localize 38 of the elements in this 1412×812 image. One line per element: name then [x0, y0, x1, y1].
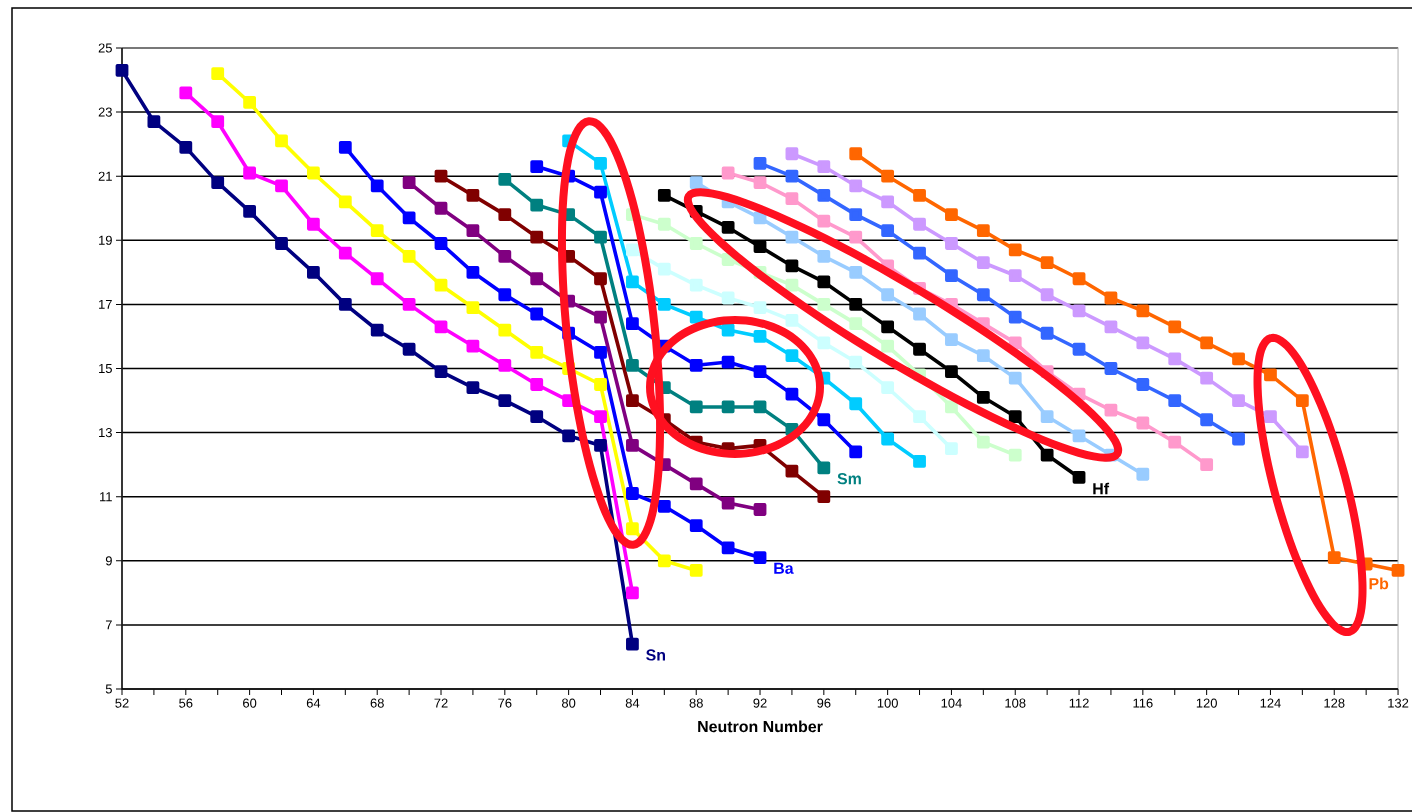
series-label: Hf [1093, 482, 1110, 495]
y-tick-label: 13 [99, 428, 112, 438]
x-tick-label: 132 [1388, 698, 1409, 708]
x-tick-label: 124 [1260, 698, 1281, 708]
y-tick-label: 15 [99, 363, 112, 374]
x-tick-label: 60 [243, 698, 257, 708]
series-label: Sm [837, 473, 861, 485]
x-tick-label: 120 [1196, 698, 1217, 708]
x-tick-label: 116 [1133, 698, 1153, 708]
y-tick-label: 21 [98, 171, 112, 181]
series-label: Pb [1369, 577, 1389, 590]
y-tick-label: 7 [105, 620, 112, 630]
x-tick-label: 112 [1069, 698, 1089, 708]
y-tick-label: 25 [98, 43, 112, 53]
series-label: Sn [646, 649, 665, 661]
x-tick-label: 104 [941, 698, 962, 708]
y-tick-label: 17 [99, 299, 112, 309]
x-tick-label: 80 [561, 698, 576, 708]
x-tick-label: 72 [434, 698, 448, 708]
y-tick-label: 11 [100, 492, 112, 502]
y-tick-label: 19 [99, 235, 112, 245]
x-tick-label: 88 [689, 698, 703, 708]
x-tick-label: 64 [306, 698, 321, 708]
x-tick-label: 100 [877, 698, 898, 708]
y-tick-label: 5 [105, 684, 112, 694]
x-tick-label: 68 [370, 698, 384, 708]
x-axis-title: Neutron Number [698, 720, 823, 733]
x-tick-label: 56 [179, 698, 193, 708]
y-tick-label: 9 [105, 556, 112, 566]
y-tick-label: 23 [98, 107, 112, 117]
x-tick-label: 92 [753, 698, 767, 708]
x-tick-label: 76 [498, 698, 512, 708]
x-tick-label: 52 [115, 698, 129, 708]
series-label: Ba [774, 562, 794, 574]
x-tick-label: 128 [1324, 698, 1345, 708]
x-tick-label: 84 [625, 698, 640, 708]
x-tick-label: 96 [817, 698, 831, 708]
x-tick-label: 108 [1005, 698, 1026, 708]
